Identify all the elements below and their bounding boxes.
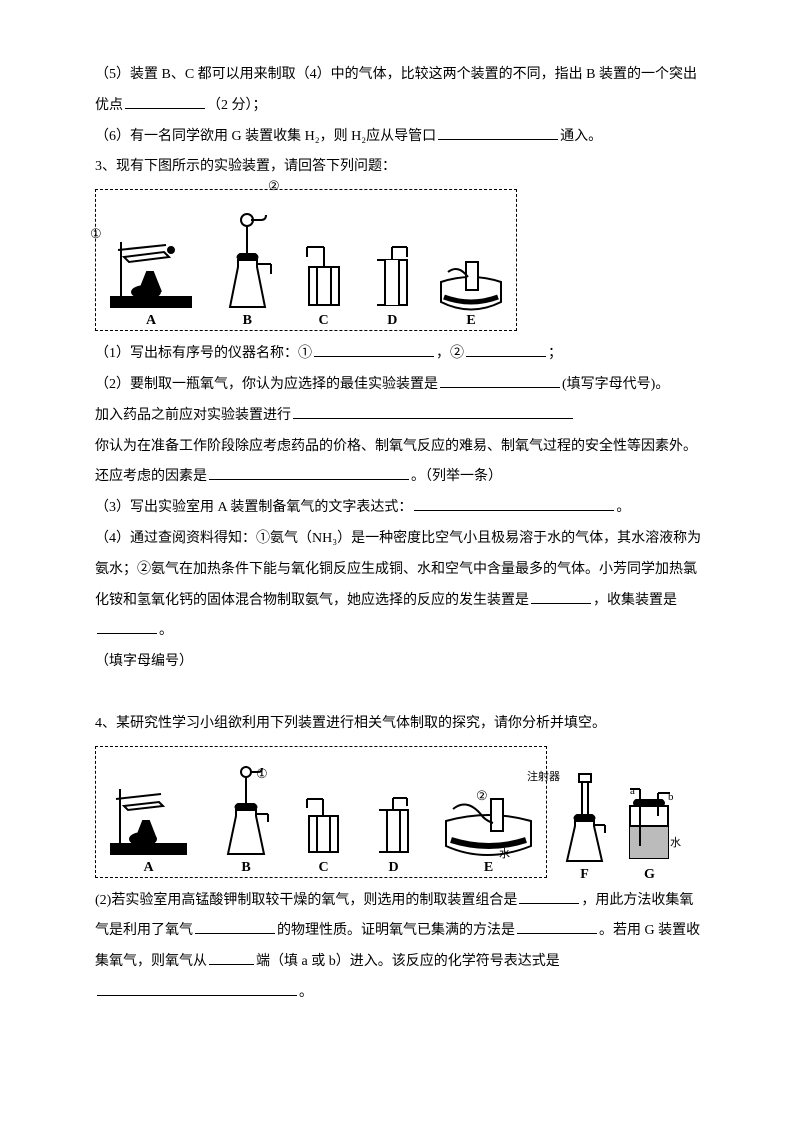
label: 的物理性质。证明氧气已集满的方法是 bbox=[277, 923, 515, 938]
apparatus-g: a b 水 G bbox=[622, 781, 677, 882]
label: 加入药品之前应对实验装置进行 bbox=[95, 408, 291, 423]
apparatus-c2: C bbox=[301, 794, 346, 875]
text-q3-2e: 还应考虑的因素是 。（列举一条） bbox=[95, 462, 715, 493]
label: ，② bbox=[436, 346, 464, 361]
blank[interactable] bbox=[195, 919, 275, 934]
blank[interactable] bbox=[314, 342, 434, 357]
apparatus-label: C bbox=[318, 314, 328, 328]
blank[interactable] bbox=[209, 465, 409, 480]
label: 集氧气，则氧气从 bbox=[95, 954, 207, 969]
water-label: 水 bbox=[499, 842, 510, 866]
blank[interactable] bbox=[438, 125, 558, 140]
figure-apparatus-2: A ① B bbox=[95, 746, 547, 878]
apparatus-label: F bbox=[580, 868, 589, 882]
label: （6）有一名同学欲用 G 装置收集 H₂，则 H₂应从导管口 bbox=[95, 129, 436, 144]
apparatus-label: B bbox=[243, 314, 252, 328]
apparatus-c: C bbox=[299, 242, 349, 328]
apparatus-label: A bbox=[143, 861, 153, 875]
label-b: b bbox=[668, 785, 674, 809]
blank[interactable] bbox=[466, 342, 546, 357]
blank[interactable] bbox=[519, 889, 579, 904]
apparatus-label: A bbox=[146, 314, 156, 328]
blank[interactable] bbox=[440, 373, 560, 388]
label: 优点 bbox=[95, 98, 123, 113]
label: (2)若实验室用高锰酸钾制取较干燥的氧气，则选用的制取装置组合是 bbox=[95, 893, 517, 908]
text-p6: （6）有一名同学欲用 G 装置收集 H₂，则 H₂应从导管口 通入。 bbox=[95, 122, 715, 153]
label-a: a bbox=[630, 779, 635, 803]
text-p5b: 优点 （2 分）； bbox=[95, 91, 715, 122]
label: (填写字母代号)。 bbox=[562, 377, 669, 392]
callout-1b: ① bbox=[256, 760, 268, 789]
text-q3-2: （2）要制取一瓶氧气，你认为应选择的最佳实验装置是 (填写字母代号)。 bbox=[95, 370, 715, 401]
label: （2）要制取一瓶氧气，你认为应选择的最佳实验装置是 bbox=[95, 377, 438, 392]
blank[interactable] bbox=[293, 404, 573, 419]
label: 。 bbox=[299, 985, 313, 1000]
text-q3-4d: （填字母编号） bbox=[95, 647, 715, 678]
label: 。（列举一条） bbox=[411, 469, 502, 484]
apparatus-a2: A bbox=[106, 774, 191, 875]
callout-1: ① bbox=[90, 220, 102, 249]
label: 化铵和氢氧化钙的固体混合物制取氨气，她应选择的反应的发生装置是 bbox=[95, 593, 529, 608]
text-q3-4b: 氨水；②氨气在加热条件下能与氧化铜反应生成铜、水和空气中含量最多的气体。小芳同学… bbox=[95, 555, 715, 586]
text-q4-2a: (2)若实验室用高锰酸钾制取较干燥的氧气，则选用的制取装置组合是 ，用此方法收集氧 bbox=[95, 886, 715, 917]
figure-row-2: A ① B bbox=[95, 740, 715, 886]
text-q3: 3、现有下图所示的实验装置，请回答下列问题： bbox=[95, 152, 715, 183]
apparatus-e: E bbox=[436, 252, 506, 328]
apparatus-d: D bbox=[367, 242, 417, 328]
text-p5: （5）装置 B、C 都可以用来制取（4）中的气体，比较这两个装置的不同，指出 B… bbox=[95, 60, 715, 91]
label: 通入。 bbox=[560, 129, 602, 144]
blank[interactable] bbox=[97, 981, 297, 996]
text-q3-3: （3）写出实验室用 A 装置制备氧气的文字表达式： 。 bbox=[95, 493, 715, 524]
label: 端（填 a 或 b）进入。该反应的化学符号表达式是 bbox=[256, 954, 560, 969]
text-q4: 4、某研究性学习小组欲利用下列装置进行相关气体制取的探究，请你分析并填空。 bbox=[95, 709, 715, 740]
apparatus-b: B bbox=[215, 212, 280, 328]
text-q3-2c: 加入药品之前应对实验装置进行 bbox=[95, 401, 715, 432]
blank[interactable] bbox=[414, 496, 614, 511]
label: （1）写出标有序号的仪器名称：① bbox=[95, 346, 312, 361]
label: ，收集装置是 bbox=[593, 593, 677, 608]
text-q4-end: 。 bbox=[95, 978, 715, 1009]
text-q3-4a: （4）通过查阅资料得知：①氨气（NH₃）是一种密度比空气小且极易溶于水的气体，其… bbox=[95, 524, 715, 555]
label: ； bbox=[548, 346, 562, 361]
text-q4-2c: 集氧气，则氧气从 端（填 a 或 b）进入。该反应的化学符号表达式是 bbox=[95, 947, 715, 978]
apparatus-label: B bbox=[241, 861, 250, 875]
water-label-2: 水 bbox=[670, 831, 681, 855]
label: 。 bbox=[159, 623, 173, 638]
apparatus-f: 注射器 F bbox=[557, 771, 612, 882]
callout-2: ② bbox=[268, 172, 280, 201]
apparatus-e2: ② 水 E bbox=[441, 784, 536, 875]
blank[interactable] bbox=[97, 619, 157, 634]
blank[interactable] bbox=[531, 589, 591, 604]
text-q3-2d: 你认为在准备工作阶段除应考虑药品的价格、制氧气反应的难易、制氧气过程的安全性等因… bbox=[95, 432, 715, 463]
text-q3-4c: 化铵和氢氧化钙的固体混合物制取氨气，她应选择的反应的发生装置是 ，收集装置是。 bbox=[95, 586, 715, 648]
text-q3-1: （1）写出标有序号的仪器名称：① ，② ； bbox=[95, 339, 715, 370]
apparatus-label: G bbox=[644, 868, 655, 882]
apparatus-label: D bbox=[388, 861, 398, 875]
injector-label: 注射器 bbox=[527, 771, 560, 783]
apparatus-d2: D bbox=[371, 794, 416, 875]
label: ，用此方法收集氧 bbox=[581, 893, 693, 908]
label: （2 分）； bbox=[207, 98, 267, 113]
apparatus-label: E bbox=[484, 861, 493, 875]
apparatus-b2: ① B bbox=[216, 764, 276, 875]
callout-2b: ② bbox=[476, 782, 488, 811]
label: （3）写出实验室用 A 装置制备氧气的文字表达式： bbox=[95, 500, 412, 515]
blank[interactable] bbox=[209, 950, 254, 965]
figure-apparatus-1: ① ② A bbox=[95, 189, 517, 331]
apparatus-label: C bbox=[318, 861, 328, 875]
text-q4-2b: 气是利用了氧气 的物理性质。证明氧气已集满的方法是 。若用 G 装置收 bbox=[95, 916, 715, 947]
blank[interactable] bbox=[125, 94, 205, 109]
label: 气是利用了氧气 bbox=[95, 923, 193, 938]
apparatus-label: D bbox=[387, 314, 397, 328]
apparatus-a: A bbox=[106, 222, 196, 328]
label: 。 bbox=[616, 500, 630, 515]
label: 还应考虑的因素是 bbox=[95, 469, 207, 484]
blank[interactable] bbox=[517, 919, 597, 934]
label: 。若用 G 装置收 bbox=[599, 923, 700, 938]
apparatus-label: E bbox=[466, 314, 475, 328]
